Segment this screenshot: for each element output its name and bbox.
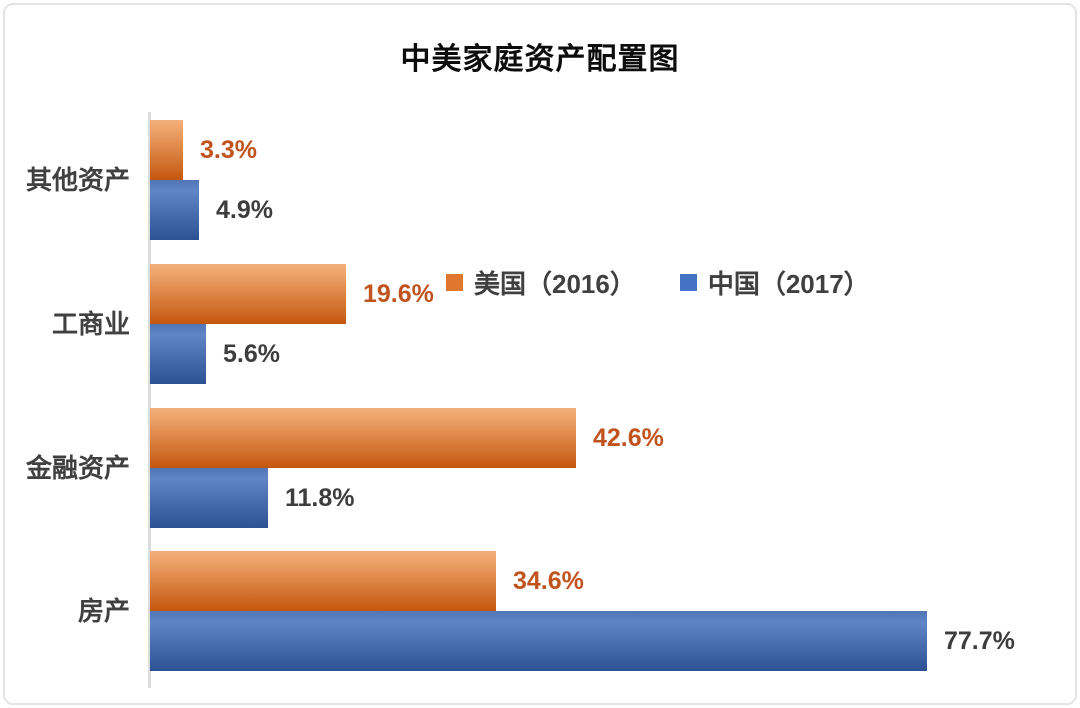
value-label-us-3: 34.6% [513, 567, 584, 595]
bar-us-1 [150, 264, 346, 324]
value-label-cn-3: 77.7% [944, 627, 1015, 655]
chart-legend: 美国（2016） 中国（2017） [446, 264, 870, 301]
legend-marker-cn-icon [679, 274, 697, 291]
category-label-1: 工商业 [51, 309, 130, 339]
value-label-cn-0: 4.9% [216, 196, 273, 224]
bar-us-0 [150, 120, 183, 180]
legend-item-us: 美国（2016） [446, 264, 636, 301]
category-label-3: 房产 [77, 596, 130, 626]
value-label-us-0: 3.3% [200, 136, 257, 164]
y-axis-line [148, 112, 151, 688]
bar-cn-2 [150, 468, 268, 528]
legend-label-us: 美国（2016） [474, 269, 636, 299]
category-label-0: 其他资产 [25, 165, 130, 195]
legend-marker-us-icon [446, 274, 463, 291]
category-label-2: 金融资产 [25, 453, 130, 483]
bar-cn-0 [150, 180, 199, 240]
value-label-us-2: 42.6% [593, 424, 664, 452]
bar-us-3 [150, 551, 496, 611]
bar-us-2 [150, 408, 576, 468]
chart-title: 中美家庭资产配置图 [400, 43, 680, 76]
bar-cn-1 [150, 324, 206, 384]
value-label-cn-1: 5.6% [223, 340, 280, 368]
value-label-us-1: 19.6% [363, 280, 434, 308]
value-label-cn-2: 11.8% [285, 484, 355, 512]
legend-label-cn: 中国（2017） [707, 269, 870, 299]
bar-cn-3 [150, 611, 927, 671]
legend-item-cn: 中国（2017） [679, 264, 870, 301]
